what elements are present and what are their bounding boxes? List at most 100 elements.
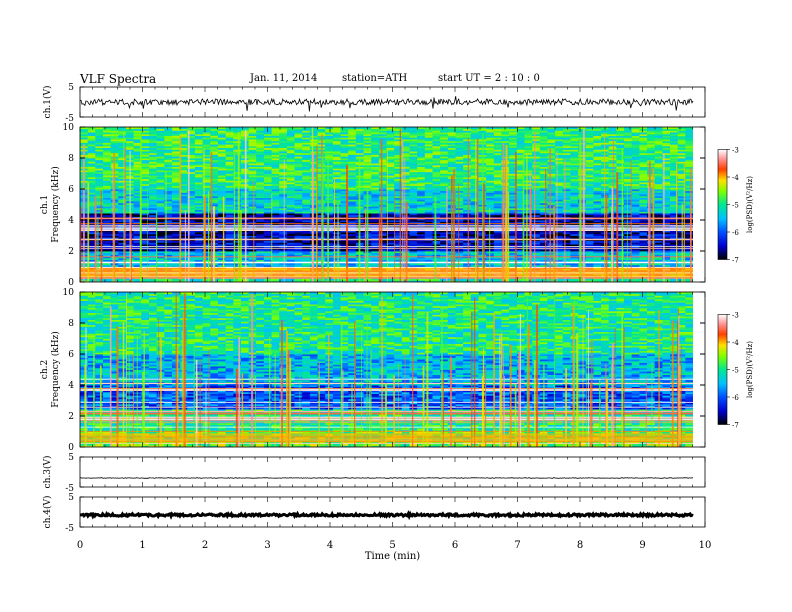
ch1-spectrogram-cell — [340, 263, 349, 266]
ch1-spectrogram-cell — [149, 254, 158, 257]
ch1-spectrogram-cell — [325, 185, 334, 188]
ch1-spectrogram-cell — [217, 211, 227, 214]
ch1-spectrogram-cell — [516, 242, 526, 245]
ch1-spectrogram-cell — [263, 192, 273, 195]
ch1-spectrogram-cell — [386, 220, 395, 223]
ch1-spectrogram-cell — [670, 207, 679, 210]
ch1-spectrogram-cell — [639, 240, 648, 243]
ch1-spectrogram-cell — [677, 185, 686, 188]
ch1-spectrogram-cell — [332, 175, 342, 178]
ch1-spectrogram-cell — [202, 280, 211, 282]
ch1-spectrogram-cell — [133, 204, 142, 207]
ch1-spectrogram-cell — [570, 214, 579, 217]
ch1-spectrogram-cell — [585, 211, 594, 214]
ch1-spectrogram-cell — [225, 233, 234, 236]
ch1-spectrogram-cell — [662, 237, 671, 240]
ch1-spectrogram-cell — [562, 251, 571, 254]
ch1-spectrogram-cell — [486, 206, 495, 209]
ch1-spectrogram-cell — [279, 223, 288, 226]
ch1-spectrogram-cell — [179, 252, 188, 255]
ch1-spectrogram-cell — [149, 178, 158, 181]
ch1-spectrogram-cell — [149, 263, 158, 266]
ch1-spectrogram-cell — [179, 254, 188, 257]
ch1-spectrogram-cell — [378, 249, 388, 252]
ch1-spectrogram-cell — [394, 263, 403, 266]
ch1-spectrogram-cell — [286, 221, 296, 224]
ch1-spectrogram-cell — [685, 221, 693, 224]
ch1-spectrogram-cell — [103, 197, 112, 200]
ch1-spectrogram-cell — [509, 199, 518, 202]
ch1-spectrogram-cell — [547, 240, 556, 243]
ch1-spectrogram-cell — [187, 223, 196, 226]
ch1-spectrogram-cell — [570, 233, 579, 236]
ch1-spectrogram-cell — [516, 185, 526, 188]
ch1-spectrogram-cell — [340, 175, 349, 178]
ch1-spectrogram-cell — [662, 213, 671, 216]
ch1-spectrogram-cell — [348, 235, 357, 238]
ch1-spectrogram-cell — [440, 235, 449, 238]
ch1-spectrogram-cell — [547, 232, 556, 235]
ch1-spectrogram-cell — [662, 204, 671, 207]
ch1-spectrogram-cell — [332, 185, 342, 188]
ch1-spectrogram-cell — [233, 175, 242, 178]
ch1-spectrogram-cell — [677, 192, 686, 195]
ch1-spectrogram-cell — [685, 182, 693, 185]
ch1-spectrogram-cell — [179, 213, 188, 216]
ch1-spectrogram-cell — [256, 220, 265, 223]
ch1-spectrogram-cell — [171, 192, 181, 195]
ch1-spectrogram-cell — [616, 213, 625, 216]
ch1-spectrogram-cell — [463, 225, 472, 228]
ch1-spectrogram-cell — [685, 256, 693, 259]
ch1-spectrogram-cell — [432, 242, 441, 245]
ch1-spectrogram-cell — [149, 185, 158, 188]
ch1-spectrogram-cell — [386, 280, 395, 282]
ch1-spectrogram-cell — [149, 211, 158, 214]
ch1-spectrogram-cell — [149, 242, 158, 245]
ch1-spectrogram-cell — [133, 182, 142, 185]
ch1-spectrogram-cell — [371, 201, 380, 204]
ch1-spectrogram-cell — [524, 256, 533, 259]
ch1-spectrogram-cell — [279, 213, 288, 216]
date-label: Jan. 11, 2014 — [250, 73, 318, 84]
ch1-spectrogram-cell — [570, 218, 579, 221]
ch1-spectrogram-cell — [455, 185, 464, 188]
ch1-spectrogram-cell — [455, 213, 464, 216]
ch1-spectrogram-cell — [294, 256, 303, 259]
ch1-spectrogram-cell — [371, 254, 380, 257]
ch1-spectrogram-cell — [394, 178, 403, 181]
ch1-spectrogram-cell — [424, 214, 434, 217]
ch1-spectrogram-cell — [639, 221, 648, 224]
ch1-spectrogram-cell — [141, 225, 150, 228]
ch1-spectrogram-cell — [202, 195, 211, 198]
ch1-spectrogram-cell — [417, 207, 426, 210]
ch1-spectrogram-cell — [133, 187, 142, 190]
ch1-spectrogram-cell — [141, 176, 150, 179]
ch1-spectrogram-cell — [539, 183, 549, 186]
ch1-spectrogram-cell — [493, 206, 503, 209]
ch1-spectrogram-cell — [647, 280, 656, 282]
ch1-spectrogram-cell — [547, 182, 556, 185]
ch1-spectrogram-cell — [325, 182, 334, 185]
ch1-spectrogram-cell — [647, 190, 656, 193]
ch1-spectrogram-cell — [593, 182, 602, 185]
ch1-spectrogram-cell — [279, 201, 288, 204]
ch1-spectrogram-cell — [271, 256, 280, 259]
ch1-spectrogram-cell — [524, 223, 533, 226]
ch1-spectrogram-cell — [118, 182, 127, 185]
ch1-spectrogram-cell — [631, 213, 640, 216]
ch1-spectrogram-cell — [309, 256, 319, 259]
ch1-spectrogram-cell — [171, 178, 181, 181]
ch1-spectrogram-cell — [570, 189, 579, 192]
ch1-spectrogram-cell — [103, 185, 112, 188]
ch1-spectrogram-cell — [639, 264, 648, 267]
ch1-spectrogram-cell — [432, 207, 441, 210]
ch1-spectrogram-cell — [516, 235, 526, 238]
ch1-spectrogram-cell — [547, 263, 556, 266]
ch1-spectrogram-cell — [325, 225, 334, 228]
ch1-spectrogram-cell — [179, 257, 188, 260]
ch1-spectrogram-cell — [187, 225, 196, 228]
ch1-spectrogram-cell — [286, 242, 296, 245]
ch1-spectrogram-cell — [271, 197, 280, 200]
ch1-spectrogram-cell — [187, 173, 196, 176]
ch1-spectrogram-cell — [202, 252, 211, 255]
